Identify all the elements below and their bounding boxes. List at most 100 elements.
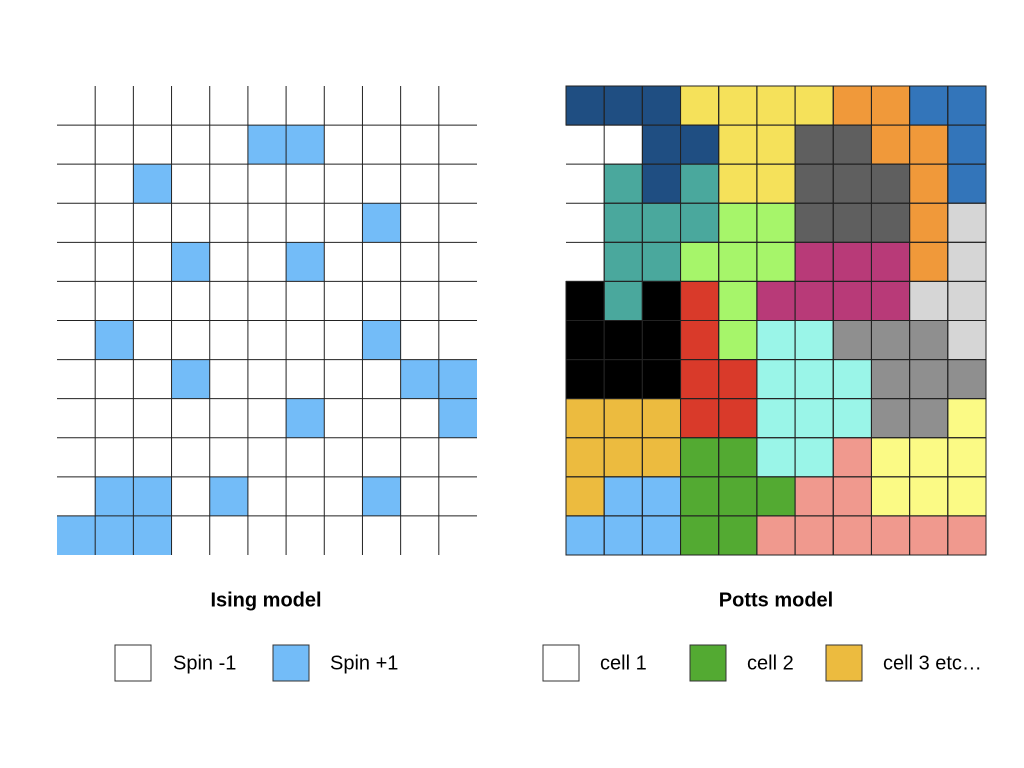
cell — [909, 476, 949, 517]
cell — [680, 124, 720, 165]
cell — [133, 476, 172, 516]
cell — [680, 398, 720, 439]
cell — [438, 398, 477, 438]
cell — [947, 280, 987, 321]
legend-swatch — [114, 644, 152, 682]
cell — [794, 437, 834, 478]
cell — [832, 359, 872, 400]
cell — [718, 202, 758, 243]
cell — [680, 476, 720, 517]
cell — [832, 398, 872, 439]
cell — [756, 515, 796, 556]
cell — [909, 241, 949, 282]
cell — [870, 163, 911, 204]
cell — [756, 359, 796, 400]
cell — [870, 476, 911, 517]
cell — [870, 85, 911, 126]
cell — [832, 280, 872, 321]
legend-label: Spin -1 — [173, 652, 236, 674]
cell — [565, 359, 605, 400]
cell — [680, 359, 720, 400]
cell — [870, 359, 911, 400]
cell — [947, 359, 987, 400]
cell — [603, 280, 643, 321]
legend-swatch — [825, 644, 863, 682]
cell — [870, 124, 911, 165]
cell — [756, 398, 796, 439]
cell — [718, 241, 758, 282]
cell — [641, 124, 682, 165]
cell — [680, 163, 720, 204]
cell — [947, 163, 987, 204]
cell — [603, 241, 643, 282]
cell — [756, 124, 796, 165]
cell — [362, 203, 401, 243]
cell — [832, 202, 872, 243]
cell — [870, 515, 911, 556]
cell — [947, 320, 987, 361]
cell — [641, 320, 682, 361]
legend-swatch — [272, 644, 310, 682]
cell — [832, 320, 872, 361]
cell — [603, 85, 643, 126]
cell — [794, 280, 834, 321]
cell — [870, 280, 911, 321]
cell — [209, 476, 248, 516]
cell — [171, 359, 210, 399]
cell — [909, 359, 949, 400]
cell — [641, 202, 682, 243]
cell — [756, 241, 796, 282]
cell — [870, 202, 911, 243]
cell — [95, 515, 134, 555]
cell — [832, 437, 872, 478]
cell — [756, 163, 796, 204]
cell — [794, 202, 834, 243]
cell — [565, 320, 605, 361]
cell — [718, 515, 758, 556]
cell — [603, 359, 643, 400]
cell — [95, 320, 134, 360]
cell — [603, 515, 643, 556]
cell — [794, 85, 834, 126]
cell — [718, 124, 758, 165]
cell — [286, 398, 325, 438]
cell — [641, 241, 682, 282]
cell — [832, 241, 872, 282]
cell — [641, 280, 682, 321]
cell — [718, 437, 758, 478]
cell — [756, 202, 796, 243]
legend-label: cell 2 — [747, 652, 794, 674]
cell — [286, 242, 325, 282]
cell — [756, 320, 796, 361]
cell — [909, 398, 949, 439]
cell — [565, 476, 605, 517]
cell — [680, 85, 720, 126]
cell — [832, 163, 872, 204]
cell — [400, 359, 439, 399]
cell — [794, 515, 834, 556]
cell — [794, 320, 834, 361]
legend-label: cell 1 — [600, 652, 647, 674]
cell — [603, 437, 643, 478]
cell — [947, 202, 987, 243]
potts-title: Potts model — [719, 589, 833, 611]
legend-swatch — [542, 644, 580, 682]
cell — [794, 241, 834, 282]
cell — [794, 359, 834, 400]
cell — [680, 241, 720, 282]
cell — [641, 163, 682, 204]
cell — [57, 515, 96, 555]
cell — [794, 163, 834, 204]
cell — [947, 476, 987, 517]
cell — [794, 398, 834, 439]
cell — [718, 163, 758, 204]
cell — [565, 437, 605, 478]
cell — [641, 437, 682, 478]
cell — [909, 280, 949, 321]
cell — [603, 163, 643, 204]
cell — [870, 437, 911, 478]
cell — [680, 320, 720, 361]
cell — [832, 476, 872, 517]
cell — [718, 476, 758, 517]
cell — [756, 280, 796, 321]
